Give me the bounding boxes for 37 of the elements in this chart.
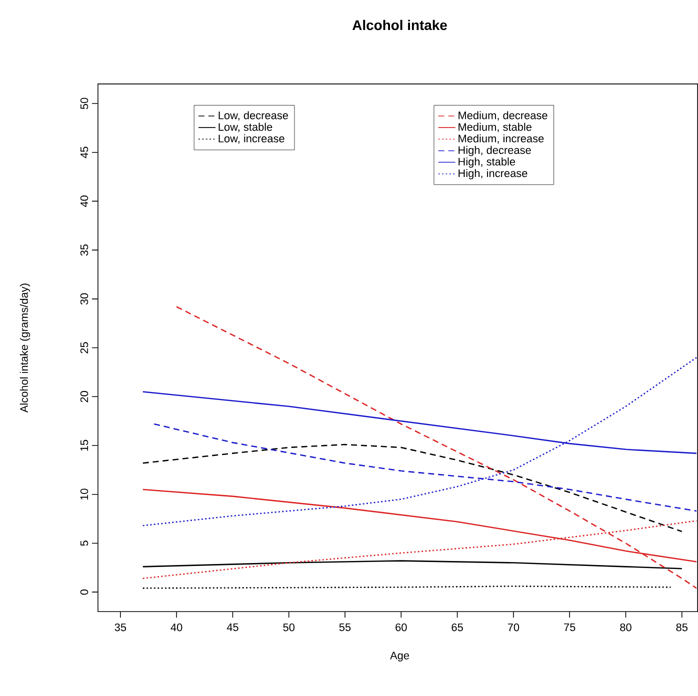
y-tick-label: 35 (80, 244, 88, 256)
y-tick-label: 5 (80, 540, 88, 546)
legend-label: Low, stable (218, 122, 272, 132)
legend-label: High, stable (458, 158, 516, 168)
legend-label: Medium, decrease (458, 111, 548, 121)
x-tick-label: 40 (170, 624, 182, 632)
chart-title: Alcohol intake (352, 20, 447, 30)
x-axis-title: Age (390, 652, 410, 662)
x-tick-label: 55 (339, 624, 351, 632)
legend-label: Low, increase (218, 134, 284, 144)
legend-label: Medium, stable (458, 122, 532, 132)
y-tick-label: 40 (80, 196, 88, 208)
y-tick-label: 50 (80, 98, 88, 110)
y-axis-title: Alcohol intake (grams/day) (20, 284, 30, 413)
line-series (142, 357, 698, 526)
x-tick-label: 85 (676, 624, 688, 632)
y-tick-label: 0 (80, 590, 88, 595)
y-tick-label: 45 (80, 146, 88, 158)
x-tick-label: 75 (564, 624, 576, 632)
y-tick-label: 30 (80, 293, 88, 305)
line-series (142, 560, 683, 570)
y-tick-label: 10 (80, 488, 88, 500)
y-tick-label: 15 (80, 440, 88, 451)
legend-label: High, decrease (458, 146, 531, 156)
x-tick-label: 80 (620, 624, 632, 632)
x-tick-label: 45 (226, 624, 238, 632)
y-tick-label: 20 (80, 391, 88, 402)
x-tick-label: 70 (508, 624, 520, 632)
x-tick-label: 60 (396, 624, 407, 632)
x-tick-label: 50 (283, 624, 294, 632)
y-tick-label: 25 (80, 342, 88, 354)
legend-label: Low, decrease (218, 111, 288, 121)
x-tick-label: 35 (114, 624, 126, 632)
line-series (142, 444, 683, 532)
legend-label: Medium, increase (458, 134, 544, 144)
x-tick-label: 65 (452, 624, 463, 632)
legend-label: High, increase (458, 169, 528, 180)
